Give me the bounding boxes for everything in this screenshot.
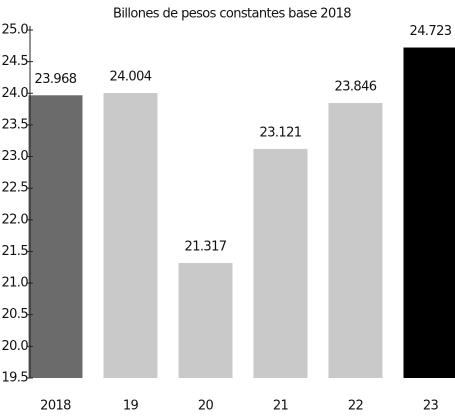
y-tick-label: 19.5 xyxy=(1,371,28,386)
bar xyxy=(403,47,455,378)
x-tick-label: 20 xyxy=(198,399,214,414)
bar xyxy=(253,148,308,378)
y-tick-label: 23.5 xyxy=(1,117,28,132)
y-tick-label: 22.5 xyxy=(1,181,28,196)
data-label: 21.317 xyxy=(185,240,227,255)
y-tick-label: 24.0 xyxy=(1,86,28,101)
y-tick-label: 22.0 xyxy=(1,212,28,227)
y-tick-label: 20.5 xyxy=(1,307,28,322)
x-tick-label: 22 xyxy=(348,399,363,414)
y-tick-label: 23.0 xyxy=(1,149,28,164)
y-tick-label: 21.0 xyxy=(1,276,28,291)
bar xyxy=(28,95,83,378)
x-tick-label: 19 xyxy=(123,399,139,414)
y-tick-label: 21.5 xyxy=(1,244,28,259)
y-tick-label: 24.5 xyxy=(1,54,28,69)
y-tick-label: 25.0 xyxy=(1,23,28,38)
data-label: 23.968 xyxy=(35,72,77,87)
bar xyxy=(178,263,233,378)
data-label: 23.121 xyxy=(260,125,302,140)
x-tick-label: 23 xyxy=(423,399,439,414)
data-label: 24.723 xyxy=(410,24,452,39)
x-tick-label: 21 xyxy=(273,399,289,414)
bar xyxy=(103,93,158,378)
data-label: 24.004 xyxy=(110,70,152,85)
y-tick-label: 20.0 xyxy=(1,339,28,354)
chart-title: Billones de pesos constantes base 2018 xyxy=(113,7,351,22)
x-tick-label: 2018 xyxy=(40,399,71,414)
bar xyxy=(328,103,383,378)
data-label: 23.846 xyxy=(335,80,377,95)
